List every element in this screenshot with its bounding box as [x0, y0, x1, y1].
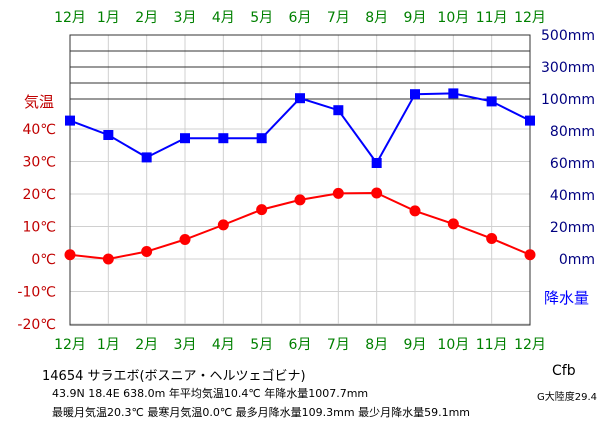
- top-month-label: 12月: [54, 10, 86, 26]
- temperature-point: [294, 194, 306, 206]
- temperature-point: [141, 246, 153, 258]
- temperature-point: [256, 204, 268, 216]
- top-month-label: 2月: [135, 10, 158, 26]
- precipitation-point: [103, 130, 114, 140]
- precipitation-point: [410, 89, 420, 100]
- bottom-month-labels: 12月 1月 2月 3月 4月 5月 6月 7月 8月 9月 10月 11月 12月: [54, 337, 546, 353]
- top-month-label: 4月: [212, 10, 235, 26]
- temperature-point: [332, 187, 344, 199]
- left-axis-title: 気温: [24, 93, 54, 111]
- bottom-month-label: 12月: [54, 337, 86, 353]
- precipitation-point: [256, 133, 267, 144]
- top-month-label: 12月: [514, 10, 546, 26]
- top-month-label: 10月: [437, 10, 469, 26]
- right-tick-label: 80mm: [550, 124, 595, 140]
- temperature-point: [179, 234, 191, 245]
- left-tick-label: 10℃: [22, 220, 56, 236]
- right-tick-label: 20mm: [550, 220, 595, 236]
- precipitation-point: [371, 158, 382, 168]
- precipitation-point: [180, 133, 190, 144]
- temperature-point: [409, 205, 421, 217]
- bottom-month-label: 2月: [135, 337, 158, 353]
- temperature-point: [524, 249, 536, 261]
- top-month-label: 1月: [97, 10, 120, 26]
- right-tick-label: 100mm: [541, 92, 595, 108]
- top-month-label: 6月: [289, 10, 312, 26]
- right-axis-title: 降水量: [544, 289, 589, 307]
- bottom-month-label: 10月: [437, 337, 469, 353]
- temperature-point: [217, 219, 229, 231]
- temperature-point: [102, 253, 114, 265]
- bottom-month-label: 12月: [514, 337, 546, 353]
- grid-lines: [69, 34, 531, 326]
- top-month-label: 11月: [476, 10, 508, 26]
- climate-class: Cfb: [552, 363, 576, 379]
- left-axis-ticks: 40℃ 30℃ 20℃ 10℃ 0℃ -10℃ -20℃: [17, 122, 56, 333]
- temperature-point: [447, 218, 459, 230]
- left-tick-label: -20℃: [17, 317, 56, 333]
- top-month-label: 7月: [327, 10, 350, 26]
- precipitation-point: [486, 96, 497, 107]
- bottom-month-label: 3月: [174, 337, 197, 353]
- right-tick-label: 500mm: [541, 28, 595, 44]
- bottom-month-label: 7月: [327, 337, 350, 353]
- precipitation-point: [218, 133, 229, 144]
- precipitation-point: [65, 115, 75, 126]
- bottom-month-label: 11月: [476, 337, 508, 353]
- left-tick-label: 30℃: [22, 155, 56, 171]
- bottom-month-label: 5月: [250, 337, 273, 353]
- left-tick-label: 0℃: [31, 252, 56, 268]
- top-month-label: 9月: [404, 10, 427, 26]
- temperature-series: [64, 187, 536, 265]
- precipitation-point: [333, 105, 344, 116]
- bottom-month-label: 1月: [97, 337, 120, 353]
- precipitation-series: [65, 88, 535, 168]
- precipitation-point: [295, 93, 305, 104]
- right-tick-label: 60mm: [550, 156, 595, 172]
- precipitation-point: [525, 115, 535, 126]
- top-month-labels: 12月 1月 2月 3月 4月 5月 6月 7月 8月 9月 10月 11月 12月: [54, 10, 546, 26]
- left-tick-label: -10℃: [17, 285, 56, 301]
- station-name: 14654 サラエボ(ボスニア・ヘルツェゴビナ): [42, 369, 306, 384]
- left-tick-label: 20℃: [22, 187, 56, 203]
- precipitation-point: [141, 152, 152, 163]
- station-meta-line1: 43.9N 18.4E 638.0m 年平均気温10.4℃ 年降水量1007.7…: [52, 387, 369, 400]
- plot-frame: [69, 34, 531, 326]
- continentality-index: G大陸度29.4: [537, 392, 598, 403]
- right-tick-label: 0mm: [559, 252, 595, 268]
- station-meta-line2: 最暖月気温20.3℃ 最寒月気温0.0℃ 最多月降水量109.3mm 最少月降水…: [52, 406, 471, 419]
- top-month-label: 8月: [365, 10, 388, 26]
- right-axis-ticks: 500mm 300mm 100mm 80mm 60mm 40mm 20mm 0mm: [541, 28, 595, 268]
- top-month-label: 5月: [250, 10, 273, 26]
- bottom-month-label: 6月: [289, 337, 312, 353]
- bottom-month-label: 9月: [404, 337, 427, 353]
- temperature-point: [64, 249, 76, 261]
- precipitation-point: [448, 88, 459, 99]
- temperature-point: [371, 187, 383, 199]
- bottom-month-label: 4月: [212, 337, 235, 353]
- top-month-label: 3月: [174, 10, 197, 26]
- temperature-point: [486, 233, 498, 245]
- left-tick-label: 40℃: [22, 122, 56, 138]
- right-tick-label: 40mm: [550, 188, 595, 204]
- bottom-month-label: 8月: [365, 337, 388, 353]
- right-tick-label: 300mm: [541, 60, 595, 76]
